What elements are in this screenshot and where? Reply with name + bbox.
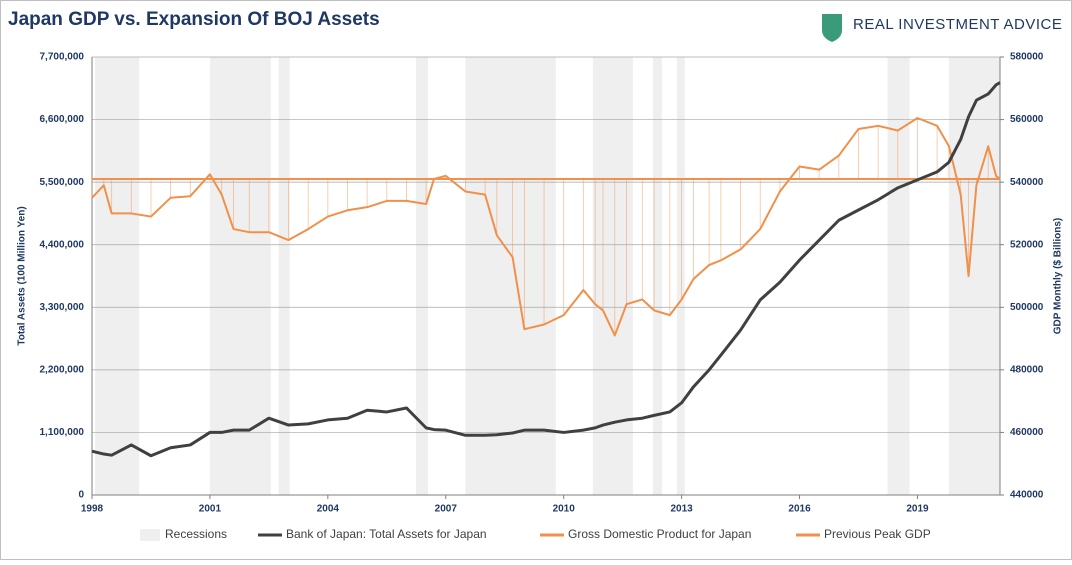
y-tick-label: 3,300,000 [40,302,85,313]
series-line [91,117,1001,337]
logo: REAL INVESTMENT ADVICE [822,14,1062,42]
y-tick-label: 7,700,000 [40,52,85,63]
y2-tick-label: 500000 [1010,302,1044,313]
recession-band [95,57,140,495]
logo-shield [822,14,842,42]
y-tick-label: 6,600,000 [40,114,85,125]
x-tick-label: 2019 [906,504,929,515]
legend-label: Recessions [165,527,227,541]
recession-band [676,57,685,495]
x-tick-label: 1998 [81,504,104,515]
recession-band [887,57,910,495]
series-line [91,81,1001,458]
y2-tick-label: 560000 [1010,114,1044,125]
legend-label: Bank of Japan: Total Assets for Japan [286,527,487,541]
y2-tick-label: 460000 [1010,427,1044,438]
y2-tick-label: 520000 [1010,239,1044,250]
y-tick-label: 1,100,000 [40,427,85,438]
recession-band [948,57,1000,495]
legend-label: Gross Domestic Product for Japan [568,527,751,541]
y2-tick-label: 580000 [1010,52,1044,63]
y-tick-label: 0 [78,490,84,501]
chart-title: Japan GDP vs. Expansion Of BOJ Assets [8,9,380,30]
recession-band [278,57,290,495]
legend-label: Previous Peak GDP [824,527,931,541]
x-tick-label: 2004 [317,504,340,515]
y2-tick-label: 480000 [1010,364,1044,375]
y2-tick-label: 440000 [1010,490,1044,501]
x-tick-label: 2016 [788,504,811,515]
logo-text: REAL INVESTMENT ADVICE [853,16,1062,33]
x-tick-label: 2001 [199,504,222,515]
recession-band [465,57,556,495]
x-tick-label: 2010 [553,504,576,515]
x-tick-label: 2013 [670,504,693,515]
y-tick-label: 4,400,000 [40,239,85,250]
y2-axis-label: GDP Monthly ($ Billions) [1053,218,1064,334]
y-tick-label: 5,500,000 [40,177,85,188]
y2-tick-label: 540000 [1010,177,1044,188]
recession-band [652,57,662,495]
y-tick-label: 2,200,000 [40,364,85,375]
recession-band [415,57,429,495]
x-tick-label: 2007 [435,504,458,515]
y-axis-label: Total Assets (100 Million Yen) [17,206,28,345]
legend-swatch [140,529,160,541]
